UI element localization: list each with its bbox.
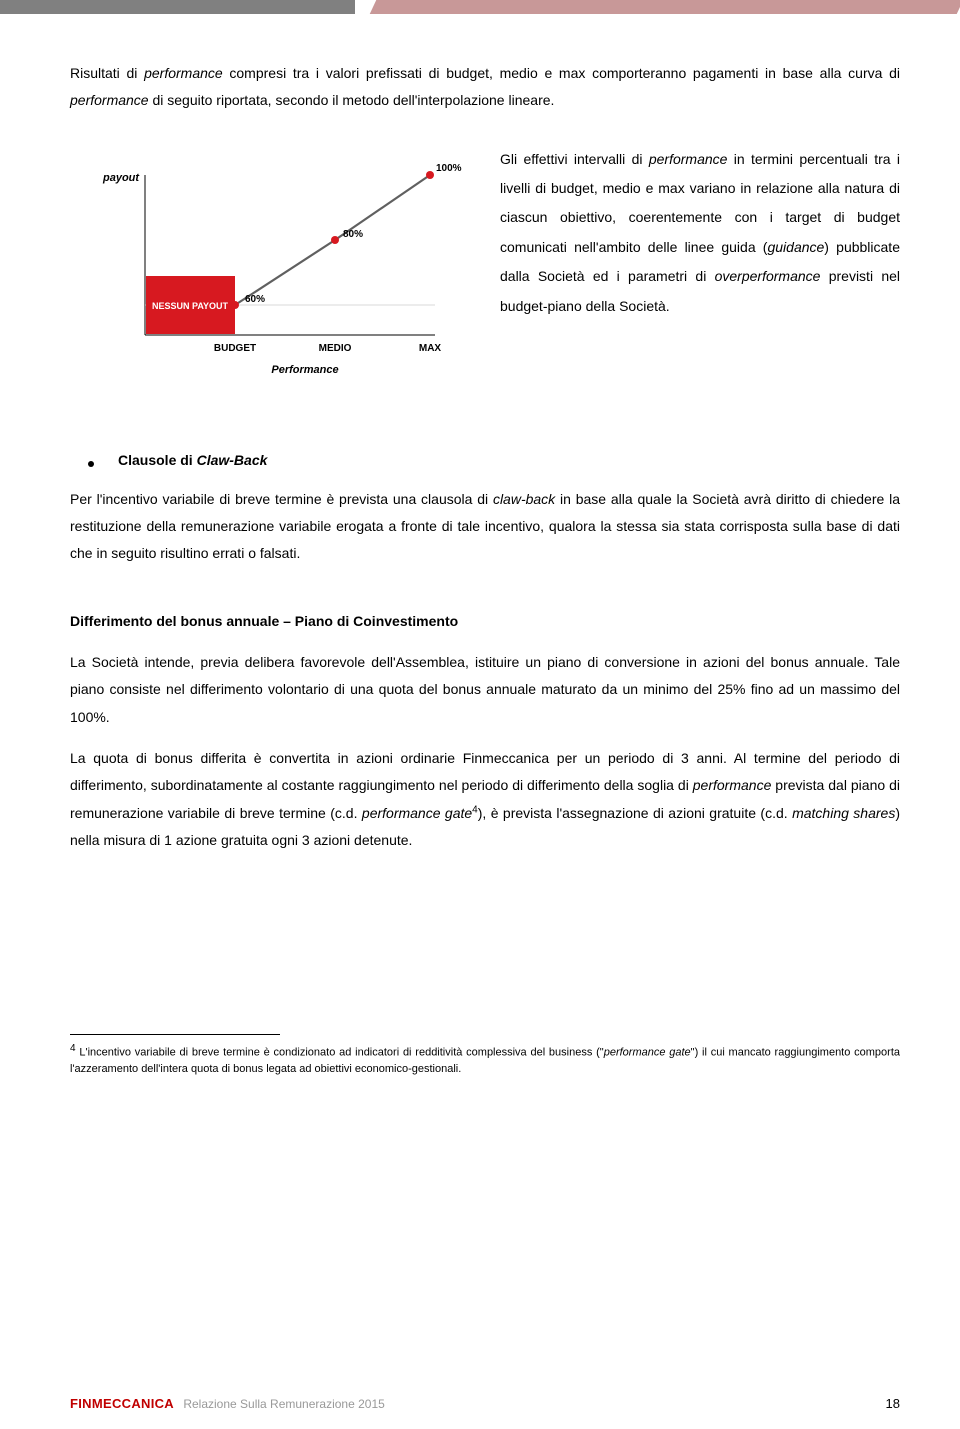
text-italic: claw-back	[493, 491, 555, 507]
stripe-red	[370, 0, 960, 14]
text-italic: matching shares	[792, 805, 895, 821]
chart-and-text-row: NESSUN PAYOUT 60% 80% 100% payout BUDGET…	[70, 145, 900, 405]
footer-left: FINMECCANICA Relazione Sulla Remunerazio…	[70, 1396, 385, 1411]
footnote-text: 4 L'incentivo variabile di breve termine…	[70, 1041, 900, 1078]
header-stripe	[0, 0, 960, 14]
differimento-heading: Differimento del bonus annuale – Piano d…	[70, 608, 900, 635]
text: Risultati di	[70, 65, 144, 81]
page-number: 18	[886, 1396, 900, 1411]
clawback-paragraph: Per l'incentivo variabile di breve termi…	[70, 486, 900, 568]
x-axis-label: Performance	[271, 364, 338, 376]
text: Per l'incentivo variabile di breve termi…	[70, 491, 493, 507]
text: di seguito riportata, secondo il metodo …	[149, 92, 555, 108]
text-italic: performance	[693, 777, 772, 793]
footnote-rule	[70, 1034, 280, 1035]
page-footer: FINMECCANICA Relazione Sulla Remunerazio…	[70, 1396, 900, 1411]
text-italic: performance	[144, 65, 223, 81]
marker-label: 60%	[245, 294, 265, 305]
text-italic: performance	[70, 92, 149, 108]
text-italic: performance gate	[362, 805, 472, 821]
clawback-heading: Clausole di Claw-Back	[118, 447, 267, 474]
differimento-p1: La Società intende, previa delibera favo…	[70, 649, 900, 731]
text: ), è prevista l'assegnazione di azioni g…	[478, 805, 792, 821]
payout-chart: NESSUN PAYOUT 60% 80% 100% payout BUDGET…	[70, 145, 470, 405]
text: Clausole di	[118, 452, 197, 468]
text-italic: overperformance	[715, 268, 821, 284]
text-italic: Claw-Back	[197, 452, 268, 468]
y-axis-label: payout	[102, 172, 140, 184]
x-tick: MEDIO	[319, 343, 352, 354]
footer-subtitle: Relazione Sulla Remunerazione 2015	[183, 1397, 384, 1411]
text: L'incentivo variabile di breve termine è…	[76, 1047, 604, 1059]
page-content: Risultati di performance compresi tra i …	[70, 60, 900, 1078]
text: compresi tra i valori prefissati di budg…	[223, 65, 900, 81]
differimento-p2: La quota di bonus differita è convertita…	[70, 745, 900, 854]
stripe-gray	[0, 0, 355, 14]
bullet-icon	[88, 461, 94, 467]
footer-brand: FINMECCANICA	[70, 1396, 174, 1411]
chart-side-text: Gli effettivi intervalli di performance …	[500, 145, 900, 321]
x-tick: BUDGET	[214, 343, 256, 354]
no-payout-label: NESSUN PAYOUT	[152, 301, 229, 311]
text: Gli effettivi intervalli di	[500, 151, 649, 167]
text-italic: performance gate	[604, 1047, 691, 1059]
text-italic: guidance	[767, 239, 824, 255]
marker-label: 80%	[343, 229, 363, 240]
text-italic: performance	[649, 151, 728, 167]
x-tick: MAX	[419, 343, 442, 354]
intro-paragraph: Risultati di performance compresi tra i …	[70, 60, 900, 115]
marker-label: 100%	[436, 163, 462, 174]
clawback-bullet: Clausole di Claw-Back	[70, 447, 900, 474]
